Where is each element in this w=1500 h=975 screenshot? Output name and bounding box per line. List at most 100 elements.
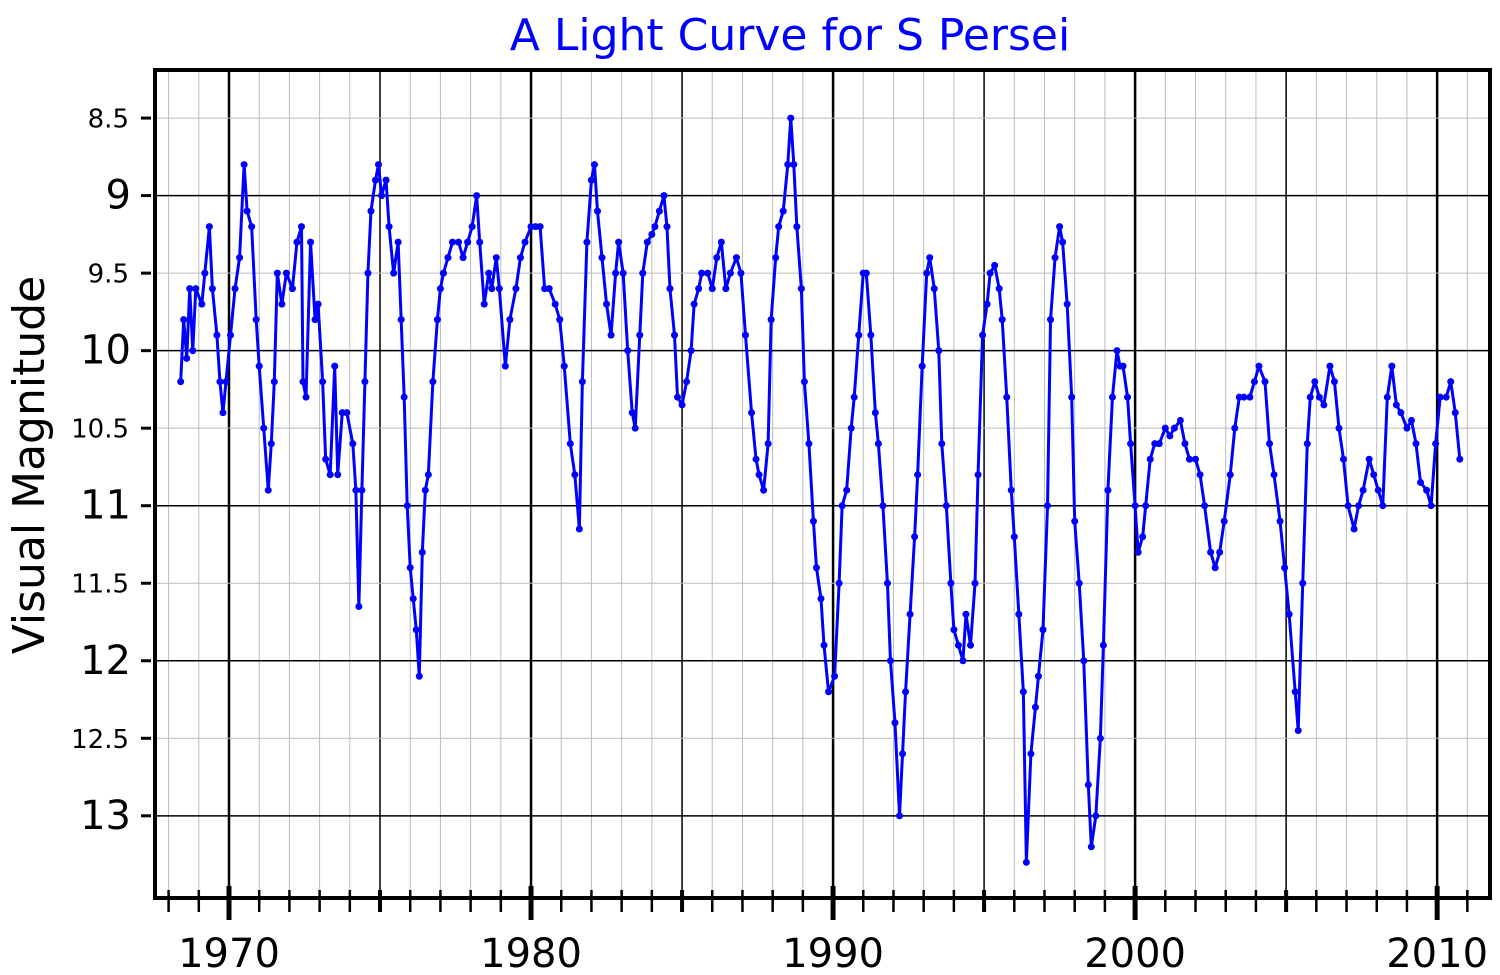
data-point (741, 331, 749, 339)
data-point (991, 261, 999, 269)
data-point (201, 269, 209, 277)
data-point (1281, 564, 1289, 572)
data-point (983, 300, 991, 308)
data-point (855, 331, 863, 339)
data-point (1155, 440, 1163, 448)
data-point (1113, 347, 1121, 355)
data-point (394, 238, 402, 246)
data-point (571, 471, 579, 479)
data-point (1099, 641, 1107, 649)
data-point (1451, 409, 1459, 417)
data-point (914, 471, 922, 479)
data-point (560, 362, 568, 370)
data-point (501, 362, 509, 370)
data-point (248, 223, 256, 231)
data-point (331, 362, 339, 370)
data-point (495, 285, 503, 293)
data-point (935, 347, 943, 355)
data-point (213, 331, 221, 339)
data-point (959, 657, 967, 665)
data-point (270, 378, 278, 386)
data-point (902, 688, 910, 696)
data-point (364, 269, 372, 277)
data-point (678, 401, 686, 409)
data-point (1417, 478, 1425, 486)
data-point (850, 393, 858, 401)
data-point (1007, 486, 1015, 494)
data-point (418, 548, 426, 556)
data-point (737, 269, 745, 277)
data-point (896, 812, 904, 820)
data-point (536, 223, 544, 231)
data-point (1015, 610, 1023, 618)
data-point (717, 238, 725, 246)
data-point (1084, 781, 1092, 789)
data-point (713, 254, 721, 262)
data-point (1192, 455, 1200, 463)
data-point (879, 502, 887, 510)
data-point (583, 238, 591, 246)
data-point (459, 254, 467, 262)
data-point (1176, 416, 1184, 424)
data-point (666, 285, 674, 293)
data-point (787, 114, 795, 122)
data-point (867, 331, 875, 339)
data-point (1427, 502, 1435, 510)
data-point (177, 378, 185, 386)
data-point (403, 502, 411, 510)
data-point (1231, 424, 1239, 432)
data-point (805, 440, 813, 448)
data-point (923, 269, 931, 277)
data-point (843, 486, 851, 494)
data-point (615, 238, 623, 246)
data-point (1315, 393, 1323, 401)
data-point (545, 285, 553, 293)
data-point (349, 440, 357, 448)
y-tick-label: 12 (80, 638, 131, 684)
data-point (639, 269, 647, 277)
data-point (400, 393, 408, 401)
data-point (1201, 502, 1209, 510)
data-point (243, 207, 251, 215)
data-point (1383, 393, 1391, 401)
data-point (390, 269, 398, 277)
data-point (334, 471, 342, 479)
data-point (883, 579, 891, 587)
data-point (1388, 362, 1396, 370)
y-tick-label: 9 (106, 173, 131, 219)
data-point (236, 254, 244, 262)
data-point (698, 269, 706, 277)
data-point (1068, 393, 1076, 401)
x-tick-label: 1980 (480, 931, 582, 975)
data-point (1412, 440, 1420, 448)
data-point (1104, 486, 1112, 494)
data-point (183, 354, 191, 362)
data-point (436, 285, 444, 293)
data-point (950, 626, 958, 634)
data-point (636, 331, 644, 339)
x-tick-label: 1990 (782, 931, 884, 975)
data-point (1423, 486, 1431, 494)
data-point (433, 316, 441, 324)
data-point (240, 161, 248, 169)
data-point (619, 269, 627, 277)
data-point (371, 176, 379, 184)
data-point (1031, 703, 1039, 711)
data-point (439, 269, 447, 277)
y-tick-label: 10 (80, 328, 131, 374)
data-point (624, 347, 632, 355)
data-point (820, 641, 828, 649)
data-point (1207, 548, 1215, 556)
data-point (180, 316, 188, 324)
data-point (971, 579, 979, 587)
data-point (590, 161, 598, 169)
data-point (663, 223, 671, 231)
data-point (343, 409, 351, 417)
data-point (429, 378, 437, 386)
data-point (942, 502, 950, 510)
y-axis-label: Visual Magnitude (4, 276, 55, 654)
data-point (409, 595, 417, 603)
data-point (1276, 517, 1284, 525)
data-point (382, 176, 390, 184)
